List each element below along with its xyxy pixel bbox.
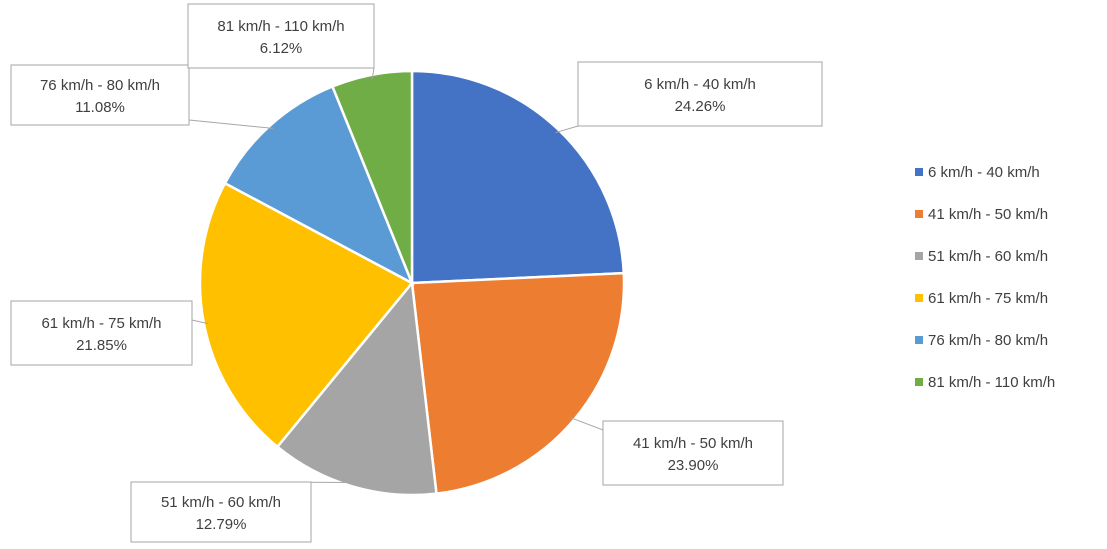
data-label-callouts: 6 km/h - 40 km/h 24.26% 41 km/h - 50 km/h 2…: [10, 3, 823, 543]
data-label-81-km-h-110-km-h: 81 km/h - 110 km/h 6.12%: [187, 3, 375, 69]
callout-leader-line: [182, 118, 273, 129]
data-label-percent: 21.85%: [76, 337, 127, 354]
legend-swatch: [915, 294, 923, 302]
legend-swatch: [915, 378, 923, 386]
pie-slice-76-km-h-80-km-h: [223, 84, 415, 286]
data-label-percent: 6.12%: [260, 40, 303, 57]
data-label-percent: 24.26%: [675, 98, 726, 115]
data-label-box: [602, 420, 784, 486]
pie-slice-51-km-h-60-km-h: [275, 279, 438, 497]
pie-slice-81-km-h-110-km-h: [330, 69, 414, 284]
legend-label: 41 km/h - 50 km/h: [928, 206, 1048, 223]
legend-label: 76 km/h - 80 km/h: [928, 332, 1048, 349]
data-label-category: 61 km/h - 75 km/h: [41, 315, 161, 332]
pie-slices: [198, 69, 626, 497]
data-label-box: [130, 481, 312, 543]
data-label-51-km-h-60-km-h: 51 km/h - 60 km/h 12.79%: [130, 481, 312, 543]
data-label-percent: 23.90%: [668, 457, 719, 474]
legend-entry-51-km-h-60-km-h: 51 km/h - 60 km/h: [915, 248, 1048, 265]
legend-swatch: [915, 336, 923, 344]
data-label-box: [10, 300, 193, 366]
pie-slice-41-km-h-50-km-h: [410, 271, 626, 495]
legend-swatch: [915, 168, 923, 176]
data-label-76-km-h-80-km-h: 76 km/h - 80 km/h 11.08%: [10, 64, 190, 126]
data-label-category: 81 km/h - 110 km/h: [217, 18, 344, 35]
legend-entry-6-km-h-40-km-h: 6 km/h - 40 km/h: [915, 164, 1040, 181]
legend: 6 km/h - 40 km/h 41 km/h - 50 km/h 51 km/h…: [915, 164, 1055, 391]
legend-label: 61 km/h - 75 km/h: [928, 290, 1048, 307]
legend-label: 51 km/h - 60 km/h: [928, 248, 1048, 265]
legend-entry-41-km-h-50-km-h: 41 km/h - 50 km/h: [915, 206, 1048, 223]
legend-swatch: [915, 252, 923, 260]
data-label-percent: 11.08%: [75, 99, 125, 116]
data-label-61-km-h-75-km-h: 61 km/h - 75 km/h 21.85%: [10, 300, 193, 366]
legend-label: 6 km/h - 40 km/h: [928, 164, 1040, 181]
data-label-box: [10, 64, 190, 126]
data-label-category: 41 km/h - 50 km/h: [633, 435, 753, 452]
legend-entry-76-km-h-80-km-h: 76 km/h - 80 km/h: [915, 332, 1048, 349]
legend-label: 81 km/h - 110 km/h: [928, 374, 1055, 391]
data-label-41-km-h-50-km-h: 41 km/h - 50 km/h 23.90%: [602, 420, 784, 486]
data-label-percent: 12.79%: [196, 516, 247, 533]
data-label-6-km-h-40-km-h: 6 km/h - 40 km/h 24.26%: [577, 61, 823, 127]
data-label-box: [577, 61, 823, 127]
data-label-category: 6 km/h - 40 km/h: [644, 76, 756, 93]
data-label-box: [187, 3, 375, 69]
legend-entry-61-km-h-75-km-h: 61 km/h - 75 km/h: [915, 290, 1048, 307]
pie-slice-6-km-h-40-km-h: [410, 69, 626, 285]
legend-entry-81-km-h-110-km-h: 81 km/h - 110 km/h: [915, 374, 1055, 391]
data-label-category: 51 km/h - 60 km/h: [161, 494, 281, 511]
data-label-category: 76 km/h - 80 km/h: [40, 77, 160, 94]
legend-swatch: [915, 210, 923, 218]
pie-slice-61-km-h-75-km-h: [198, 181, 414, 449]
